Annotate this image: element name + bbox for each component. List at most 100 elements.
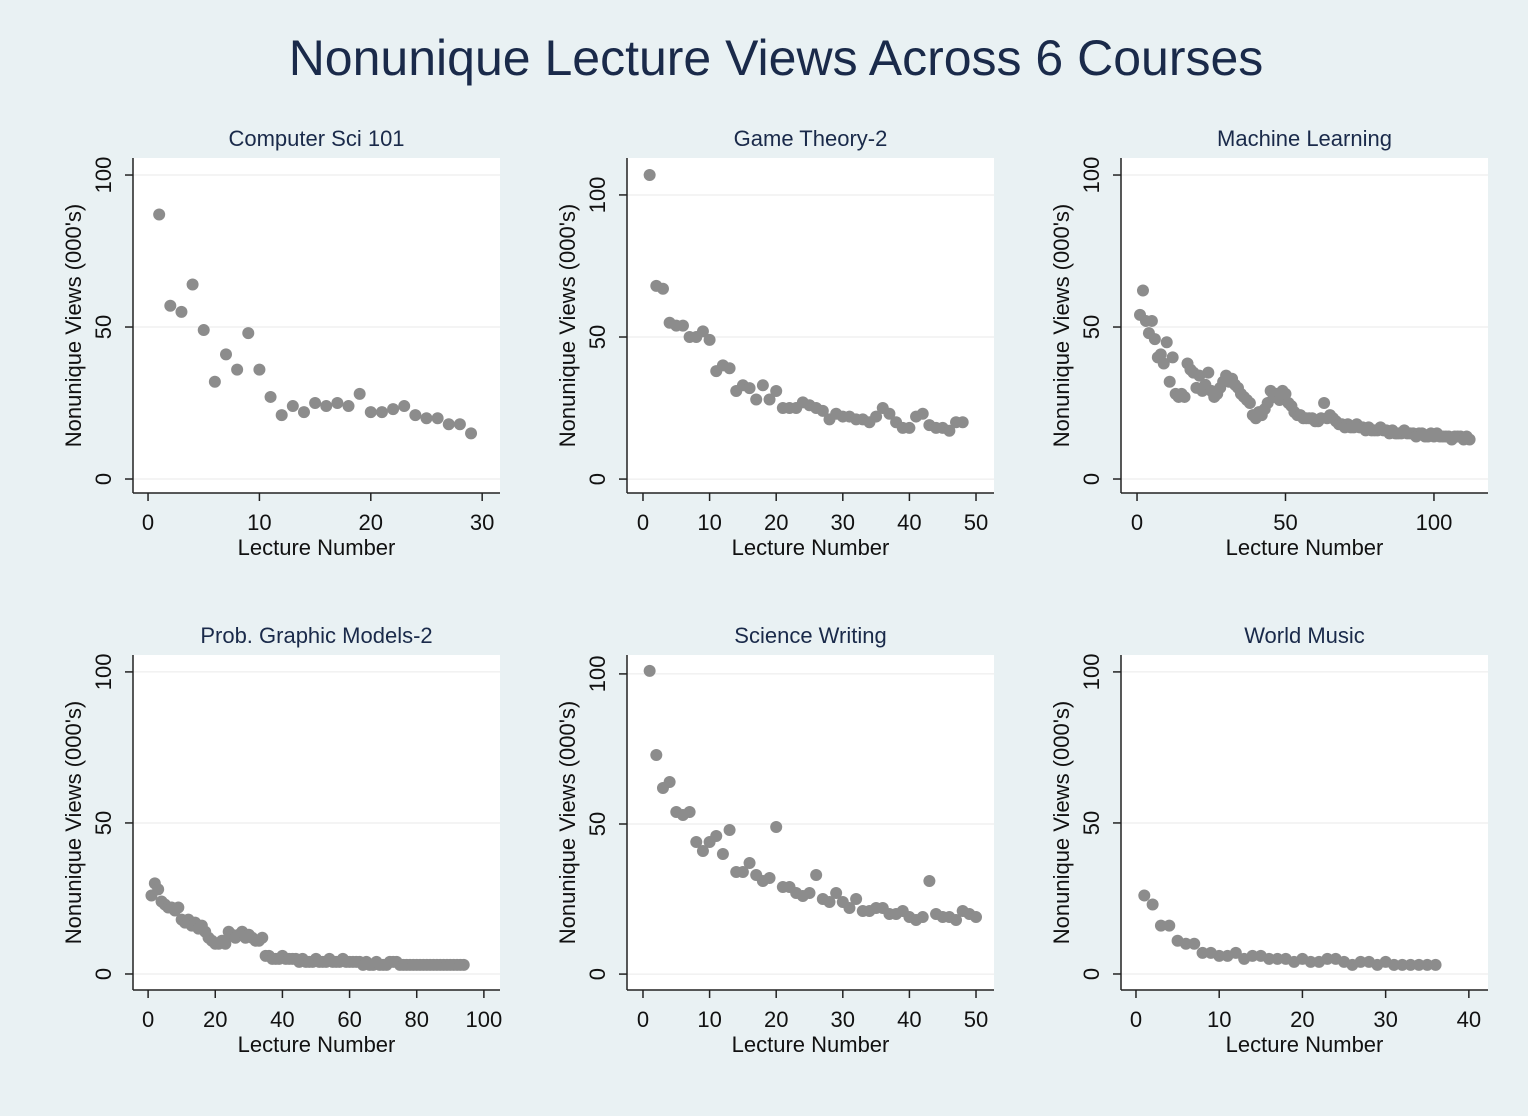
point — [1421, 958, 1434, 971]
point — [743, 382, 756, 395]
point — [690, 836, 703, 849]
x-tick-label: 50 — [964, 1007, 988, 1032]
point — [1243, 397, 1256, 410]
point — [286, 400, 299, 413]
plot-area — [627, 655, 994, 990]
point — [823, 896, 836, 909]
point — [353, 387, 366, 400]
point — [1138, 889, 1151, 902]
x-axis-label: Lecture Number — [1226, 535, 1384, 560]
y-tick-label: 100 — [585, 656, 610, 693]
point — [1196, 946, 1209, 959]
point — [1148, 333, 1161, 346]
point — [1246, 949, 1259, 962]
point — [1463, 433, 1476, 446]
point — [843, 902, 856, 915]
y-tick-label: 50 — [91, 811, 116, 835]
point — [320, 400, 333, 413]
point — [710, 830, 723, 843]
point — [803, 887, 816, 900]
point — [1202, 366, 1215, 379]
point — [1396, 958, 1409, 971]
point — [870, 410, 883, 423]
point — [186, 278, 199, 291]
point — [723, 362, 736, 375]
point — [442, 418, 455, 431]
y-tick-label: 100 — [585, 177, 610, 214]
point — [850, 893, 863, 906]
point — [723, 824, 736, 837]
x-tick-label: 20 — [764, 510, 788, 535]
panel-title: Science Writing — [734, 623, 886, 648]
point — [231, 363, 244, 376]
point — [1163, 375, 1176, 388]
point — [643, 169, 656, 182]
y-tick-label: 50 — [1079, 811, 1104, 835]
point — [253, 363, 266, 376]
x-axis-label: Lecture Number — [732, 1032, 890, 1057]
point — [950, 914, 963, 927]
point — [197, 324, 210, 337]
point — [1271, 952, 1284, 965]
point — [770, 821, 783, 834]
panel-title: Computer Sci 101 — [228, 126, 404, 151]
x-tick-label: 20 — [203, 1007, 227, 1032]
point — [297, 406, 310, 419]
x-tick-label: 10 — [1207, 1007, 1231, 1032]
figure-title: Nonunique Lecture Views Across 6 Courses — [289, 30, 1264, 86]
point — [676, 319, 689, 332]
point — [1136, 284, 1149, 297]
point — [219, 937, 232, 950]
point — [816, 404, 829, 417]
point — [1145, 314, 1158, 327]
x-tick-label: 0 — [142, 1007, 154, 1032]
x-tick-label: 40 — [1457, 1007, 1481, 1032]
x-tick-label: 30 — [831, 1007, 855, 1032]
point — [650, 748, 663, 761]
x-tick-label: 50 — [1273, 510, 1297, 535]
y-tick-label: 100 — [1079, 157, 1104, 194]
point — [309, 397, 322, 410]
point — [208, 375, 221, 388]
point — [1354, 955, 1367, 968]
point — [716, 848, 729, 861]
point — [656, 282, 669, 295]
point — [903, 421, 916, 434]
x-tick-label: 10 — [697, 510, 721, 535]
point — [916, 911, 929, 924]
y-tick-label: 50 — [585, 812, 610, 836]
y-tick-label: 100 — [1079, 654, 1104, 691]
point — [696, 325, 709, 338]
panel-title: Prob. Graphic Models-2 — [200, 623, 432, 648]
point — [750, 393, 763, 406]
point — [1387, 958, 1400, 971]
x-axis-label: Lecture Number — [238, 1032, 396, 1057]
point — [457, 958, 470, 971]
x-tick-label: 60 — [337, 1007, 361, 1032]
x-tick-label: 20 — [1290, 1007, 1314, 1032]
y-tick-label: 0 — [91, 968, 116, 980]
point — [1321, 952, 1334, 965]
x-tick-label: 40 — [897, 1007, 921, 1032]
point — [375, 406, 388, 419]
point — [1263, 952, 1276, 965]
y-tick-label: 50 — [585, 325, 610, 349]
point — [1229, 946, 1242, 959]
plot-area — [133, 158, 500, 493]
x-tick-label: 80 — [404, 1007, 428, 1032]
x-tick-label: 0 — [142, 510, 154, 535]
point — [643, 664, 656, 677]
point — [923, 875, 936, 888]
x-tick-label: 100 — [1416, 510, 1453, 535]
point — [220, 348, 233, 361]
x-axis-label: Lecture Number — [1226, 1032, 1384, 1057]
panel-title: Machine Learning — [1217, 126, 1392, 151]
plot-area — [1121, 158, 1488, 493]
y-tick-label: 0 — [1079, 473, 1104, 485]
point — [943, 424, 956, 437]
point — [453, 418, 466, 431]
point — [264, 390, 277, 403]
point — [1304, 955, 1317, 968]
point — [1163, 919, 1176, 932]
